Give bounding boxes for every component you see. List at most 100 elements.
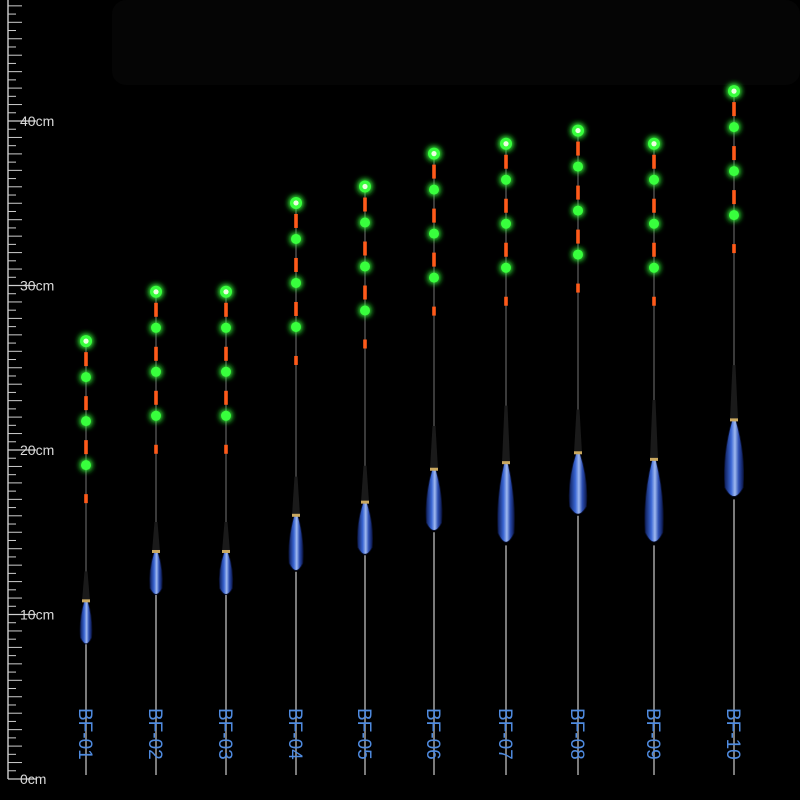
float-collar (292, 513, 300, 517)
green-bead (649, 174, 659, 185)
green-bead (573, 205, 583, 216)
float-neck (82, 571, 90, 602)
float-neck (430, 425, 438, 470)
green-bead (501, 262, 511, 273)
orange-band (84, 440, 88, 455)
orange-band (576, 283, 580, 293)
float-bf-05: BF-05 (353, 180, 374, 775)
orange-band (732, 244, 736, 254)
float-neck (730, 365, 738, 421)
orange-band (224, 302, 228, 317)
orange-band (504, 296, 508, 306)
orange-band (363, 285, 367, 300)
float-bf-01: BF-01 (74, 335, 95, 775)
orange-band (294, 301, 298, 316)
green-bead (221, 322, 231, 333)
orange-band (732, 102, 736, 117)
float-neck (574, 409, 582, 454)
green-bead (360, 261, 370, 272)
orange-band (224, 444, 228, 454)
green-bead (81, 460, 91, 471)
orange-band (732, 146, 736, 161)
green-bead (429, 272, 439, 283)
float-bf-04: BF-04 (284, 196, 305, 775)
float-body (288, 515, 304, 571)
glow-tip-core (431, 151, 437, 157)
orange-band (224, 346, 228, 361)
orange-band (294, 355, 298, 365)
float-model-label: BF-03 (214, 708, 235, 760)
ruler-label: 10cm (20, 607, 54, 623)
orange-band (652, 154, 656, 169)
orange-band (84, 352, 88, 367)
orange-band (652, 242, 656, 257)
float-model-label: BF-02 (144, 708, 165, 760)
float-model-label: BF-06 (422, 708, 443, 760)
float-body (723, 419, 745, 497)
glow-tip-core (651, 141, 657, 147)
green-bead (501, 174, 511, 185)
glow-tip-core (575, 127, 581, 134)
orange-band (432, 252, 436, 267)
green-bead (360, 217, 370, 228)
float-model-label: BF-09 (642, 708, 663, 760)
glow-tip-core (223, 289, 229, 295)
green-bead (221, 366, 231, 377)
float-neck (361, 465, 369, 503)
orange-band (504, 198, 508, 213)
float-neck (292, 476, 300, 516)
ruler-label: 40cm (20, 113, 54, 129)
float-body (497, 462, 515, 543)
ruler-label: 0cm (20, 771, 46, 787)
green-bead (151, 366, 161, 377)
float-collar (574, 451, 582, 455)
float-model-label: BF-05 (353, 708, 374, 760)
green-bead (729, 166, 739, 177)
orange-band (154, 302, 158, 317)
glow-tip-core (293, 200, 299, 206)
green-bead (649, 218, 659, 229)
float-body (79, 600, 93, 645)
orange-band (732, 190, 736, 205)
green-bead (429, 228, 439, 239)
float-lineup: BF-01 BF-02 BF-03 BF-04 BF-05 BF-06 BF-07 BF-08… (74, 85, 745, 775)
orange-band (294, 257, 298, 272)
float-body (568, 452, 588, 515)
orange-band (576, 141, 580, 156)
green-bead (729, 210, 739, 221)
float-bf-07: BF-07 (494, 137, 515, 775)
float-bf-06: BF-06 (422, 147, 443, 775)
float-collar (152, 549, 160, 553)
green-bead (81, 372, 91, 383)
ruler-label: 30cm (20, 278, 54, 294)
float-collar (222, 549, 230, 553)
green-bead (501, 218, 511, 229)
orange-band (84, 494, 88, 504)
green-bead (291, 277, 301, 288)
orange-band (504, 154, 508, 169)
orange-band (154, 346, 158, 361)
float-collar (361, 500, 369, 504)
ruler: 0cm 10cm 20cm 30cm 40cm (7, 0, 54, 787)
green-bead (360, 305, 370, 316)
float-collar (502, 461, 510, 465)
float-model-label: BF-01 (74, 708, 95, 760)
float-neck (502, 405, 510, 464)
float-collar (430, 467, 438, 471)
float-bf-10: BF-10 (722, 85, 745, 775)
green-bead (151, 410, 161, 421)
float-body (149, 551, 163, 595)
glow-tip-core (731, 88, 737, 94)
orange-band (294, 213, 298, 228)
float-body (218, 551, 234, 595)
orange-band (224, 390, 228, 405)
ruler-label: 20cm (20, 442, 54, 458)
float-body (425, 469, 443, 531)
float-collar (730, 418, 738, 422)
float-bf-03: BF-03 (214, 285, 235, 775)
float-neck (650, 399, 658, 460)
float-bf-09: BF-09 (642, 137, 664, 775)
orange-band (652, 296, 656, 306)
float-bf-08: BF-08 (566, 124, 588, 775)
